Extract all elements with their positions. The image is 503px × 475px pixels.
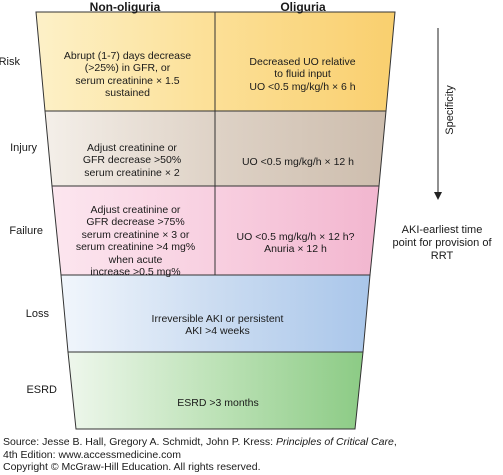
column-header-oliguria: Oliguria	[280, 0, 326, 14]
esrd-band	[67, 351, 364, 430]
esrd-criteria: ESRD >3 months	[177, 396, 259, 409]
row-label-injury: Injury	[10, 142, 37, 154]
column-header-non-oliguria: Non-oliguria	[89, 0, 161, 14]
row-label-loss: Loss	[25, 308, 49, 320]
specificity-label: Specificity	[444, 85, 456, 135]
risk-non-oliguria-criteria: Abrupt (1-7) days decrease (>25%) in GFR,…	[63, 49, 192, 100]
risk-oliguria-criteria: Decreased UO relative to fluid input UO <0…	[249, 55, 356, 93]
row-label-failure: Failure	[9, 225, 43, 237]
injury-non-oliguria-criteria: Adjust creatinine or GFR decrease >50% ser…	[82, 141, 182, 179]
failure-oliguria-criteria: UO <0.5 mg/kg/h × 12 h? Anuria × 12 h	[236, 230, 355, 256]
row-label-esrd: ESRD	[26, 384, 57, 396]
source-credit: Source: Jesse B. Hall, Gregory A. Schmid…	[3, 436, 397, 473]
aki-rrt-note: AKI-earliest time point for provision of …	[392, 224, 492, 262]
failure-non-oliguria-criteria: Adjust creatinine or GFR decrease >75% ser…	[75, 203, 196, 279]
book-title: Principles of Critical Care	[275, 436, 394, 448]
loss-criteria: Irreversible AKI or persistent AKI >4 wee…	[151, 312, 284, 338]
injury-oliguria-criteria: UO <0.5 mg/kg/h × 12 h	[241, 155, 355, 168]
row-label-risk: Risk	[0, 56, 20, 68]
